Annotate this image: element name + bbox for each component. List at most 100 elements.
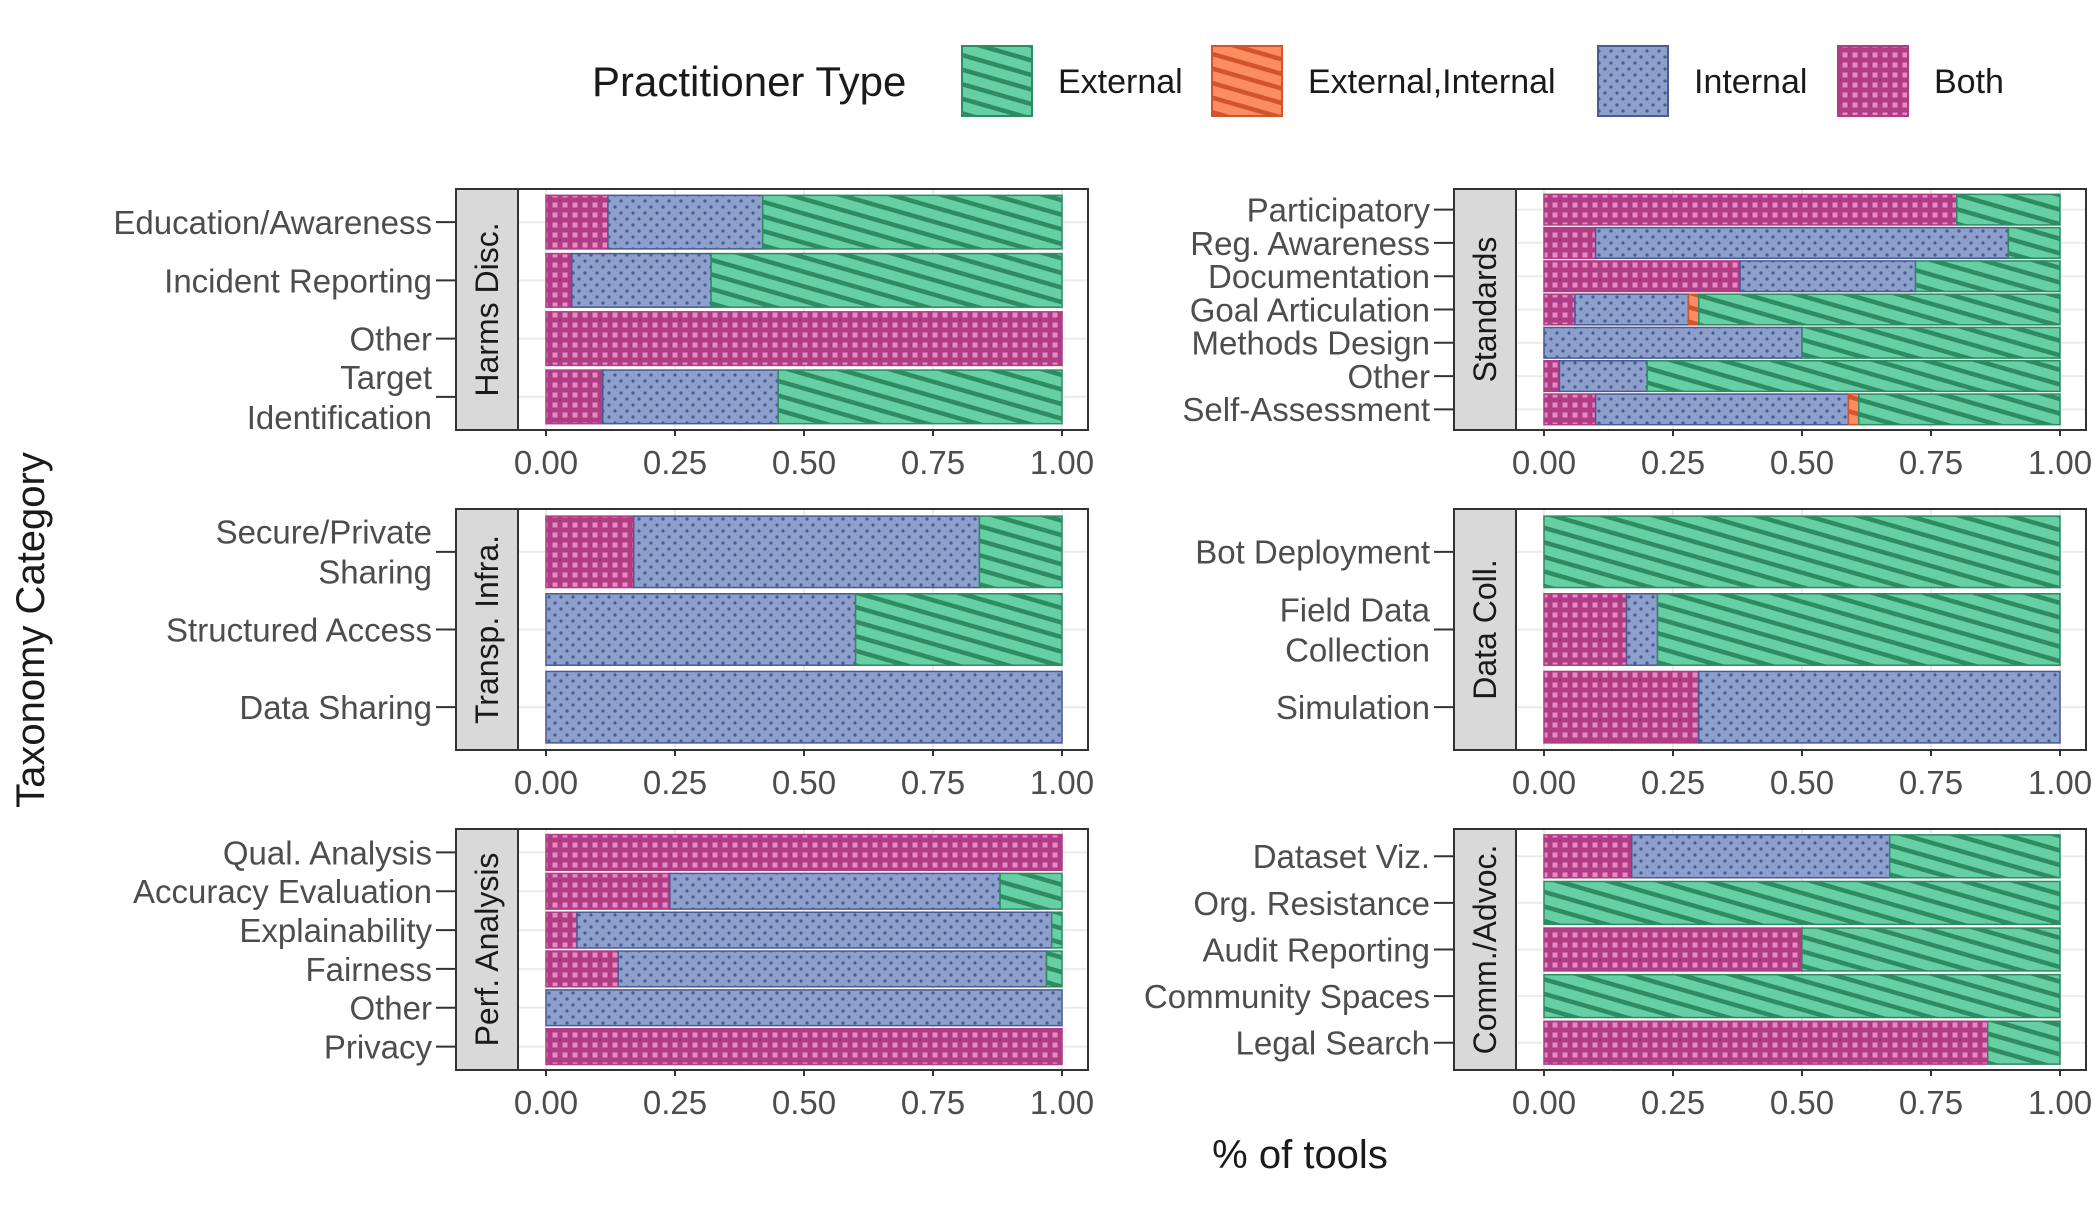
category-label: Bot Deployment xyxy=(1195,534,1430,571)
legend-swatch-internal xyxy=(1597,45,1669,117)
x-tick-label: 0.75 xyxy=(901,764,965,801)
bar-segment-external xyxy=(1956,193,2061,226)
bar-segment-both xyxy=(545,950,619,988)
bar-segment-both xyxy=(545,911,578,949)
x-tick-label: 0.50 xyxy=(1770,444,1834,481)
category-label: Methods Design xyxy=(1192,325,1430,362)
panel-border xyxy=(455,508,1089,751)
bar-segment-internal xyxy=(1630,834,1891,879)
bar-segment-external xyxy=(1698,293,2061,326)
x-tick-label: 0.75 xyxy=(1899,444,1963,481)
x-tick-label: 1.00 xyxy=(2028,1084,2092,1121)
bar-segment-internal xyxy=(571,252,712,308)
legend-item-internal: Internal xyxy=(1597,45,1807,117)
bar-segment-internal xyxy=(1625,593,1659,666)
legend-swatch-ext_int xyxy=(1211,45,1283,117)
legend-item-both: Both xyxy=(1837,45,2004,117)
category-label: Collection xyxy=(1285,631,1430,668)
x-tick-label: 0.75 xyxy=(901,1084,965,1121)
category-label: Simulation xyxy=(1276,689,1430,726)
legend-swatch-both xyxy=(1837,45,1909,117)
bar-segment-both xyxy=(545,311,1063,367)
facet-strip xyxy=(1453,188,1517,431)
bar-segment-external xyxy=(1914,260,2061,293)
bar-segment-internal xyxy=(632,515,981,589)
legend-item-external: External xyxy=(961,45,1183,117)
category-label: Documentation xyxy=(1208,258,1430,295)
category-label: Accuracy Evaluation xyxy=(133,873,432,910)
category-label: Community Spaces xyxy=(1144,978,1430,1015)
bar-segment-external xyxy=(1987,1020,2061,1065)
bar-segment-internal xyxy=(576,911,1053,949)
bar-segment-external xyxy=(1656,593,2061,666)
x-tick-label: 1.00 xyxy=(2028,444,2092,481)
bar-segment-internal xyxy=(1739,260,1917,293)
bar-segment-external xyxy=(854,593,1063,666)
x-tick-label: 0.25 xyxy=(1641,1084,1705,1121)
facet-strip-label: Comm./Advoc. xyxy=(1467,845,1503,1055)
panel-border xyxy=(1453,828,2087,1071)
category-label: Field Data xyxy=(1280,591,1431,628)
x-tick-label: 1.00 xyxy=(1030,444,1094,481)
x-tick-label: 0.50 xyxy=(772,1084,836,1121)
legend-label-external: External xyxy=(1058,63,1183,101)
facet-strip-label: Transp. Infra. xyxy=(469,535,505,724)
bar-segment-external xyxy=(1543,973,2061,1019)
x-tick-label: 1.00 xyxy=(2028,764,2092,801)
bar-segment-internal xyxy=(1594,226,2010,259)
bar-segment-external xyxy=(999,872,1063,910)
category-label: Secure/Private xyxy=(216,514,432,551)
bar-segment-both xyxy=(1543,593,1628,666)
x-tick-label: 0.25 xyxy=(643,1084,707,1121)
panel-border xyxy=(1453,508,2087,751)
bar-segment-external xyxy=(761,194,1063,250)
y-axis-title: Taxonomy Category xyxy=(9,452,53,808)
bar-segment-internal xyxy=(1698,670,2061,744)
bar-segment-external xyxy=(777,369,1063,425)
x-tick-label: 0.00 xyxy=(514,444,578,481)
bar-segment-both xyxy=(1543,260,1741,293)
bar-segment-both xyxy=(1543,670,1700,744)
legend-item-ext_int: External,Internal xyxy=(1211,45,1556,117)
x-tick-label: 0.50 xyxy=(1770,764,1834,801)
bar-segment-both xyxy=(1543,293,1576,326)
bar-segment-internal xyxy=(545,593,857,666)
bar-segment-internal xyxy=(602,369,779,425)
facet-strip xyxy=(1453,508,1517,751)
bar-segment-both xyxy=(1543,226,1597,259)
bar-segment-ext_int xyxy=(1687,293,1700,326)
bar-segment-external xyxy=(1858,393,2061,426)
category-label: Dataset Viz. xyxy=(1253,838,1430,875)
bar-segment-both xyxy=(545,872,671,910)
bar-segment-internal xyxy=(669,872,1001,910)
category-label: Fairness xyxy=(305,951,432,988)
facet-strip-label: Standards xyxy=(1467,237,1503,383)
facet-strip-label: Data Coll. xyxy=(1467,559,1503,700)
x-tick-label: 0.50 xyxy=(772,764,836,801)
bar-segment-both xyxy=(1543,360,1561,393)
bar-segment-both xyxy=(545,1027,1063,1066)
category-label: Sharing xyxy=(318,554,432,591)
bar-segment-external xyxy=(978,515,1063,589)
category-label: Other xyxy=(1347,358,1430,395)
legend-title: Practitioner Type xyxy=(592,58,906,105)
bar-segment-both xyxy=(545,252,573,308)
bar-segment-external xyxy=(2007,226,2061,259)
bar-segment-both xyxy=(545,833,1063,872)
bar-segment-both xyxy=(1543,834,1633,879)
category-label: Other xyxy=(349,321,432,358)
bar-segment-internal xyxy=(1574,293,1690,326)
x-tick-label: 0.00 xyxy=(1512,1084,1576,1121)
x-tick-label: 1.00 xyxy=(1030,1084,1094,1121)
panel-border xyxy=(455,828,1089,1071)
x-tick-label: 0.50 xyxy=(772,444,836,481)
x-tick-label: 0.75 xyxy=(1899,1084,1963,1121)
x-tick-label: 1.00 xyxy=(1030,764,1094,801)
category-label: Privacy xyxy=(324,1028,433,1065)
category-label: Target xyxy=(340,359,432,396)
category-label: Audit Reporting xyxy=(1203,931,1430,968)
